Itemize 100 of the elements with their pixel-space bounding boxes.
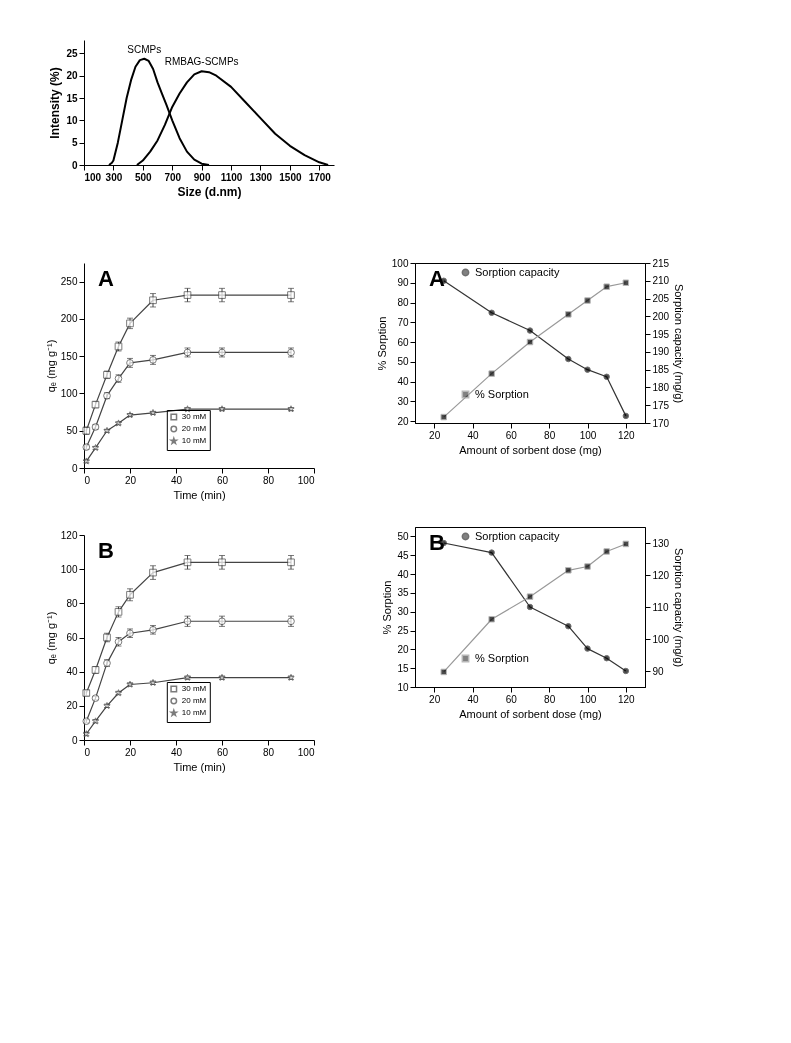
y2-tick-label: 215 [652, 257, 670, 269]
y-axis-title: % Sorption [375, 316, 388, 371]
y2-tick-label: 190 [652, 346, 670, 358]
y-tick-label: 40 [66, 666, 78, 678]
y2-tick-label: 100 [652, 633, 670, 645]
y-tick-label: 20 [397, 415, 409, 427]
y-tick-label: 200 [60, 313, 78, 325]
legend-label: % Sorption [475, 387, 529, 400]
y-tick-label: 35 [397, 587, 409, 599]
x-tick-label: 900 [193, 171, 211, 183]
y-tick-label: 0 [71, 159, 78, 171]
annotation: B [98, 538, 114, 563]
x-tick-label: 80 [262, 746, 275, 758]
legend-label: 10 mM [181, 436, 207, 445]
y-tick-label: 40 [397, 568, 409, 580]
y2-tick-label: 210 [652, 275, 670, 287]
y-tick-label: 25 [397, 625, 409, 637]
y-tick-label: 40 [397, 376, 409, 388]
y2-tick-label: 110 [652, 601, 669, 613]
x-tick-label: 1500 [279, 171, 302, 183]
y-tick-label: 15 [66, 92, 78, 104]
y2-tick-label: 180 [652, 381, 670, 393]
y2-axis-title: Sorption capacity (mg/g) [673, 283, 686, 404]
y-tick-label: 80 [66, 597, 78, 609]
x-tick-label: 700 [164, 171, 182, 183]
x-tick-label: 20 [124, 746, 137, 758]
x-tick-label: 60 [216, 746, 229, 758]
x-tick-label: 40 [467, 693, 479, 705]
y2-tick-label: 175 [652, 399, 670, 411]
x-tick-label: 300 [105, 171, 123, 183]
legend-label: Sorption capacity [475, 529, 560, 542]
x-tick-label: 60 [216, 474, 229, 486]
y2-tick-label: 90 [652, 665, 665, 677]
y2-tick-label: 185 [652, 364, 670, 376]
y2-tick-label: 130 [652, 537, 670, 549]
y-tick-label: 50 [397, 530, 409, 542]
y-tick-label: 90 [397, 277, 409, 289]
x-axis-title: Amount of sorbent dose (mg) [459, 443, 602, 456]
x-tick-label: 60 [505, 429, 518, 441]
y-tick-label: 25 [66, 47, 78, 59]
y-tick-label: 80 [397, 297, 409, 309]
x-tick-label: 100 [297, 746, 315, 758]
x-axis-title: Time (min) [173, 760, 226, 773]
legend-label: 30 mM [181, 412, 207, 421]
y-axis-title: qₑ (mg g⁻¹) [44, 611, 57, 665]
y2-axis-title: Sorption capacity (mg/g) [673, 547, 686, 668]
y-tick-label: 0 [71, 462, 78, 474]
y-tick-label: 5 [71, 137, 78, 149]
series-label: SCMPs [127, 43, 162, 55]
y-tick-label: 250 [60, 276, 78, 288]
x-tick-label: 80 [544, 693, 556, 705]
y-tick-label: 60 [66, 632, 78, 643]
x-tick-label: 40 [467, 429, 479, 441]
y-tick-label: 120 [60, 529, 78, 541]
legend-label: % Sorption [475, 651, 529, 664]
x-tick-label: 100 [579, 429, 597, 441]
y-axis-title: Intensity (%) [48, 67, 63, 139]
y-axis-title: qₑ (mg g⁻¹) [44, 339, 57, 393]
x-tick-label: 20 [429, 429, 441, 441]
y2-tick-label: 120 [652, 569, 670, 581]
y2-tick-label: 200 [652, 310, 670, 322]
y-tick-label: 100 [391, 257, 409, 269]
x-tick-label: 1100 [220, 171, 243, 183]
y-tick-label: 15 [397, 662, 409, 674]
y-tick-label: 100 [60, 387, 78, 399]
x-tick-label: 100 [297, 474, 315, 486]
legend-label: 20 mM [181, 424, 207, 433]
y-tick-label: 50 [397, 356, 409, 368]
y-tick-label: 20 [66, 70, 78, 82]
y2-tick-label: 195 [652, 328, 670, 340]
y-tick-label: 10 [397, 681, 409, 693]
x-tick-label: 40 [170, 474, 183, 486]
x-tick-label: 0 [84, 474, 91, 486]
y2-tick-label: 170 [652, 417, 670, 429]
legend-label: Sorption capacity [475, 265, 560, 278]
x-axis-title: Time (min) [173, 488, 226, 501]
y2-tick-label: 205 [652, 293, 670, 305]
y-tick-label: 60 [397, 336, 409, 348]
y-tick-label: 50 [66, 425, 78, 437]
y-tick-label: 30 [397, 395, 409, 407]
x-tick-label: 1300 [249, 171, 273, 183]
y-tick-label: 45 [397, 549, 409, 561]
y-tick-label: 20 [397, 643, 409, 655]
x-axis-title: Size (d.nm) [177, 184, 242, 199]
legend-label: 20 mM [181, 696, 207, 705]
x-tick-label: 120 [617, 693, 636, 705]
y-tick-label: 150 [60, 350, 78, 362]
series-label: RMBAG-SCMPs [164, 56, 239, 68]
y-tick-label: 100 [60, 563, 78, 575]
y-tick-label: 10 [66, 114, 78, 126]
x-tick-label: 80 [262, 474, 275, 486]
x-tick-label: 120 [617, 429, 636, 441]
x-tick-label: 20 [124, 474, 137, 486]
x-tick-label: 20 [429, 693, 441, 705]
x-tick-label: 500 [134, 171, 153, 183]
legend-label: 10 mM [181, 708, 207, 717]
x-axis-title: Amount of sorbent dose (mg) [459, 707, 602, 720]
x-tick-label: 100 [579, 693, 597, 705]
annotation: A [429, 266, 445, 291]
annotation: B [429, 530, 445, 555]
